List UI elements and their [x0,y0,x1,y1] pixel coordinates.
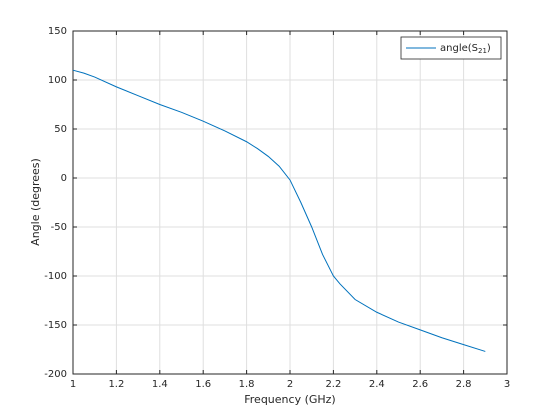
x-tick-label: 2 [287,379,293,390]
y-tick-label: -150 [44,320,67,331]
y-tick-label: 0 [61,173,67,184]
x-tick-label: 1.4 [152,379,168,390]
x-tick-label: 2.6 [412,379,428,390]
y-tick-label: -50 [51,222,67,233]
x-axis-label: Frequency (GHz) [244,393,335,406]
y-tick-label: 150 [48,26,67,37]
x-tick-label: 2.4 [369,379,385,390]
x-tick-label: 2.8 [456,379,472,390]
legend-label: angle(S21) [440,43,491,55]
x-tick-label: 1.6 [195,379,211,390]
x-tick-label: 1 [70,379,76,390]
x-tick-label: 1.2 [108,379,124,390]
y-tick-label: -100 [44,271,67,282]
y-tick-label: 50 [54,124,67,135]
line [72,69,486,352]
x-tick-label: 3 [504,379,510,390]
legend-box [400,36,502,60]
x-tick-label: 2.2 [325,379,341,390]
y-tick-label: -200 [44,369,67,380]
y-axis-label: Angle (degrees) [29,158,42,246]
y-tick-label: 100 [48,75,67,86]
x-tick-label: 1.8 [239,379,255,390]
plot-frame [72,30,508,375]
